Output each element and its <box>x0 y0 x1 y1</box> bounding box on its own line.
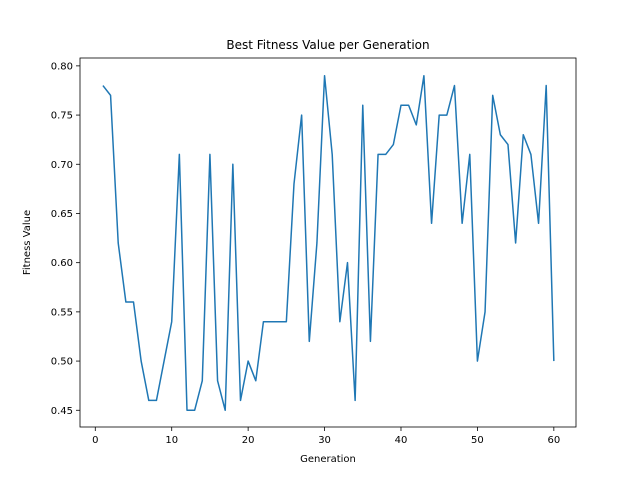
x-axis-label: Generation <box>300 454 356 465</box>
y-tick-label: 0.60 <box>51 258 73 269</box>
x-tick-label: 60 <box>547 435 560 446</box>
x-tick-label: 30 <box>318 435 331 446</box>
plot-frame <box>79 57 577 428</box>
x-tick-label: 40 <box>395 435 408 446</box>
chart-title: Best Fitness Value per Generation <box>226 38 429 52</box>
x-tick-label: 10 <box>165 435 178 446</box>
x-tick-label: 20 <box>242 435 255 446</box>
series-line-0 <box>102 74 555 412</box>
x-tick-label: 50 <box>471 435 484 446</box>
y-axis-label: Fitness Value <box>22 210 33 275</box>
y-tick-label: 0.45 <box>51 406 73 417</box>
y-tick-label: 0.55 <box>51 307 73 318</box>
y-tick-label: 0.70 <box>51 160 73 171</box>
y-tick-label: 0.50 <box>51 357 73 368</box>
x-tick-label: 0 <box>92 435 98 446</box>
y-tick-label: 0.75 <box>51 111 73 122</box>
plot-layer <box>102 74 555 412</box>
y-axis-ticks: 0.45 0.50 0.55 0.60 0.65 0.70 0.75 0.80 <box>51 61 80 417</box>
x-axis-ticks: 0 10 20 30 40 50 60 <box>92 427 560 446</box>
y-tick-label: 0.65 <box>51 209 73 220</box>
y-tick-label: 0.80 <box>51 61 73 72</box>
